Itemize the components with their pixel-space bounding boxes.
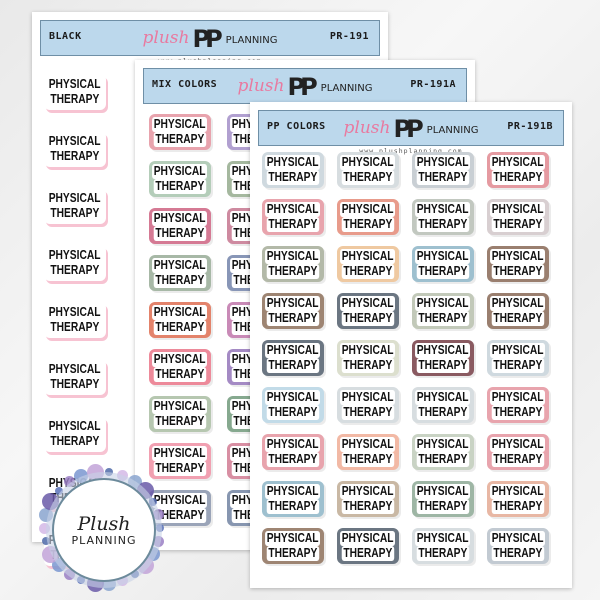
- flower-petal: [104, 468, 113, 477]
- flower-petal: [149, 497, 158, 506]
- flower-petal: [156, 524, 164, 532]
- sheet-header: MIX COLORS plush PP PLANNING PR-191A: [143, 68, 467, 104]
- flower-petal: [117, 574, 129, 586]
- product-code: PR-191: [329, 31, 369, 42]
- flower-petal: [42, 493, 60, 511]
- flower-petal: [117, 470, 129, 482]
- flower-petal: [41, 537, 50, 546]
- product-code: PR-191B: [507, 121, 553, 132]
- flower-petal: [38, 522, 50, 534]
- plush-planning-logo: Plush PLANNING: [52, 478, 156, 582]
- flower-petal: [42, 545, 60, 563]
- flower-petal: [63, 476, 75, 488]
- flower-petal: [152, 535, 164, 547]
- sheet-header: BLACK plush PP PLANNING PR-191: [40, 20, 380, 56]
- sheet-variant-label: PP COLORS: [267, 121, 326, 132]
- flower-petal: [130, 570, 139, 579]
- sheet-variant-label: BLACK: [49, 31, 82, 42]
- flower-petal: [86, 463, 104, 481]
- sticker-sheet-pp-colors: PP COLORS plush PP PLANNING PR-191B www.pl…: [250, 102, 572, 588]
- flower-petal: [77, 576, 86, 585]
- brand-logo: plush PP PLANNING: [343, 115, 479, 143]
- sheet-variant-label: MIX COLORS: [152, 79, 218, 90]
- brand-logo: plush PP PLANNING: [237, 73, 373, 101]
- flower-petal: [74, 468, 89, 483]
- flower-petal: [54, 486, 63, 495]
- product-code: PR-191A: [410, 79, 456, 90]
- flower-petal: [38, 507, 53, 522]
- brand-logo: plush PP PLANNING: [142, 25, 278, 53]
- sheet-header: PP COLORS plush PP PLANNING PR-191B: [258, 110, 564, 146]
- flower-petal: [152, 509, 164, 521]
- website-url: www.plushplanning.com: [359, 147, 463, 155]
- flower-petal: [63, 568, 75, 580]
